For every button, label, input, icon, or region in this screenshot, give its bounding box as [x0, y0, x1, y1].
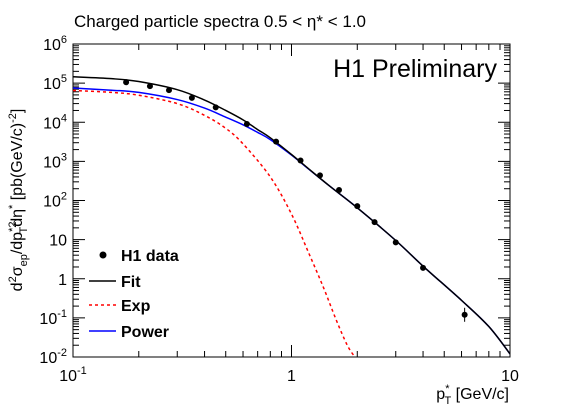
legend-exp: Exp [89, 298, 151, 315]
data-point [461, 311, 468, 318]
y-axis-label: d2σep/dp*2Tdη* [pb(GeV/c)-2] [7, 109, 30, 292]
x-tick-label: 10 [501, 368, 519, 385]
data-point [297, 157, 304, 164]
data-point [316, 172, 323, 179]
y-tick-label: 104 [43, 112, 67, 132]
series-line-exp [73, 89, 356, 357]
legend-power: Power [89, 324, 169, 341]
y-tick-label: 10 [49, 233, 67, 250]
data-point [212, 104, 219, 111]
data-point [146, 83, 153, 90]
y-tick-label: 10-2 [39, 347, 67, 367]
data-point [273, 138, 280, 145]
legend-label: Power [121, 324, 169, 341]
legend-marker [99, 251, 107, 259]
data-point [123, 79, 130, 86]
y-tick-label: 1 [58, 272, 67, 289]
y-tick-label: 106 [43, 34, 67, 54]
x-tick-label: 10-1 [59, 365, 87, 385]
legend-label: H1 data [121, 248, 179, 265]
data-point [420, 264, 427, 271]
data-point [336, 187, 343, 194]
y-tick-label: 103 [43, 151, 67, 171]
legend-label: Exp [121, 298, 151, 315]
data-point [165, 87, 172, 94]
data-point [243, 121, 250, 128]
series-line-fit [73, 76, 510, 355]
y-tick-label: 10-1 [39, 308, 67, 328]
legend-fit: Fit [89, 274, 141, 291]
legend: H1 data Fit Exp Power [89, 248, 179, 341]
data-point [188, 94, 195, 101]
preliminary-annotation: H1 Preliminary [333, 55, 497, 83]
chart-title: Charged particle spectra 0.5 < η* < 1.0 [74, 12, 366, 31]
x-axis-label: p* T [GeV/c] [436, 383, 509, 407]
series-layer [73, 76, 510, 357]
legend-h1-data: H1 data [99, 248, 179, 265]
y-tick-label: 102 [43, 191, 67, 211]
y-tick-label: 105 [43, 73, 67, 93]
data-point [371, 219, 378, 226]
x-tick-label: 1 [287, 368, 296, 385]
legend-label: Fit [121, 274, 141, 291]
data-point [392, 239, 399, 246]
data-point [354, 203, 361, 210]
